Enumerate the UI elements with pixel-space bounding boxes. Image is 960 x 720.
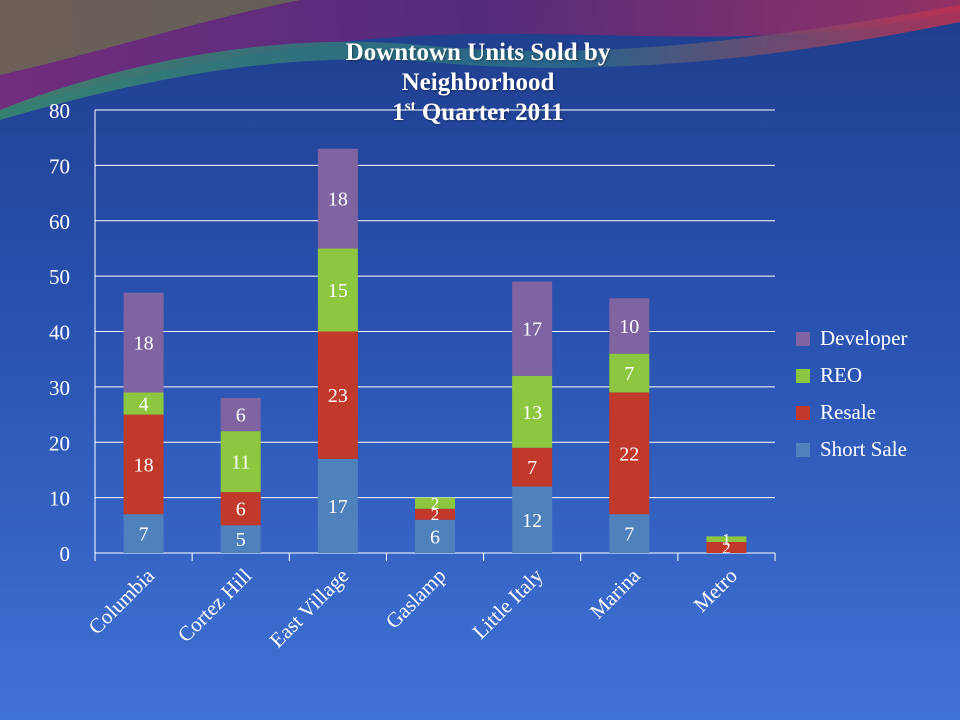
chart-legend: Developer REO Resale Short Sale bbox=[796, 320, 907, 468]
data-label: 23 bbox=[328, 385, 348, 407]
y-tick-label: 20 bbox=[49, 431, 70, 455]
data-label: 1 bbox=[722, 530, 731, 549]
data-label: 5 bbox=[236, 529, 246, 551]
bar-segment-reo bbox=[415, 497, 455, 509]
legend-label: Resale bbox=[820, 400, 876, 424]
y-tick-label: 80 bbox=[49, 99, 70, 123]
data-label: 18 bbox=[134, 454, 154, 476]
bar-segment-reo bbox=[220, 431, 261, 493]
y-axis-ticks: 0 10 20 30 40 50 60 70 80 bbox=[49, 99, 70, 566]
x-category-label: Metro bbox=[689, 564, 742, 617]
chart-title-line-3: 1st Quarter 2011 bbox=[300, 98, 656, 128]
legend-label: Short Sale bbox=[820, 437, 907, 461]
data-label: 12 bbox=[522, 510, 542, 532]
data-label: 4 bbox=[139, 393, 149, 415]
data-label: 18 bbox=[134, 333, 154, 355]
bar-segment-developer bbox=[609, 298, 650, 354]
data-label: 11 bbox=[231, 452, 250, 474]
y-tick-label: 30 bbox=[49, 376, 70, 400]
x-category-label: Cortez Hill bbox=[173, 563, 256, 646]
title-quarter-number: 1 bbox=[392, 99, 405, 126]
data-label: 6 bbox=[236, 405, 246, 427]
y-tick-label: 60 bbox=[49, 210, 70, 234]
legend-label: REO bbox=[820, 363, 862, 387]
data-label: 7 bbox=[624, 524, 634, 546]
bar-stacks bbox=[123, 148, 747, 553]
legend-label: Developer bbox=[820, 326, 908, 350]
bar-segment-reo bbox=[317, 248, 358, 332]
data-label: 2 bbox=[431, 494, 440, 513]
bar-segment-developer bbox=[123, 292, 164, 393]
bar-segment-resale bbox=[220, 492, 261, 526]
y-tick-label: 0 bbox=[60, 542, 71, 566]
data-label: 18 bbox=[328, 189, 348, 211]
bar-segment-developer bbox=[512, 281, 553, 376]
bar-segment-short-sale bbox=[512, 486, 553, 553]
bar-segment-resale bbox=[512, 447, 553, 487]
legend-item-resale: Resale bbox=[796, 394, 907, 431]
data-label: 15 bbox=[328, 280, 348, 302]
legend-swatch bbox=[796, 442, 810, 457]
bar-segment-short-sale bbox=[220, 525, 261, 553]
decorative-swoosh-banner bbox=[0, 0, 960, 120]
data-label: 22 bbox=[619, 443, 639, 465]
bar-segment-resale bbox=[706, 541, 747, 553]
x-category-label: East Village bbox=[265, 564, 354, 653]
legend-swatch bbox=[796, 331, 810, 346]
legend-item-developer: Developer bbox=[796, 320, 907, 357]
bar-segment-resale bbox=[415, 508, 455, 520]
x-category-label: Little Italy bbox=[468, 563, 548, 643]
data-label: 2 bbox=[431, 505, 440, 524]
bar-segment-reo bbox=[706, 536, 747, 542]
x-category-label: Columbia bbox=[84, 563, 160, 639]
y-tick-label: 50 bbox=[49, 265, 70, 289]
y-tick-label: 70 bbox=[49, 154, 70, 178]
bar-segment-reo bbox=[609, 353, 650, 393]
data-label: 17 bbox=[522, 319, 542, 341]
x-category-label: Gaslamp bbox=[381, 564, 451, 634]
bar-segment-reo bbox=[123, 392, 164, 415]
bar-segment-short-sale bbox=[317, 458, 358, 553]
data-label: 10 bbox=[619, 316, 639, 338]
bar-segment-resale bbox=[317, 331, 358, 459]
bar-segment-resale bbox=[609, 392, 650, 515]
data-label: 7 bbox=[624, 363, 634, 385]
bar-segment-short-sale bbox=[123, 514, 164, 553]
data-label: 13 bbox=[522, 402, 542, 424]
legend-item-short-sale: Short Sale bbox=[796, 431, 907, 468]
data-label: 7 bbox=[527, 457, 537, 479]
bar-segment-developer bbox=[317, 148, 358, 249]
chart-title: Downtown Units Sold by Neighborhood 1st … bbox=[300, 38, 656, 128]
legend-swatch bbox=[796, 368, 810, 383]
bar-segment-resale bbox=[123, 414, 164, 515]
title-quarter-ordinal: st bbox=[404, 98, 416, 115]
data-label: 2 bbox=[722, 538, 731, 557]
title-quarter-rest: Quarter 2011 bbox=[415, 99, 564, 126]
bar-segment-short-sale bbox=[609, 514, 650, 553]
chart-title-line-2: Neighborhood bbox=[401, 69, 555, 96]
bar-segment-reo bbox=[512, 375, 553, 448]
x-category-label: Marina bbox=[585, 563, 645, 623]
gridlines bbox=[94, 109, 776, 561]
legend-item-reo: REO bbox=[796, 357, 907, 394]
y-tick-label: 10 bbox=[49, 487, 70, 511]
x-axis-labels: Columbia Cortez Hill East Village Gaslamp Li… bbox=[84, 563, 742, 652]
data-label: 7 bbox=[139, 524, 149, 546]
data-label: 17 bbox=[328, 496, 348, 518]
bar-segment-developer bbox=[220, 397, 261, 432]
bar-segment-short-sale bbox=[415, 519, 455, 553]
data-label: 6 bbox=[430, 526, 440, 548]
data-label: 6 bbox=[236, 499, 246, 521]
y-tick-label: 40 bbox=[49, 321, 70, 345]
legend-swatch bbox=[796, 405, 810, 420]
chart-title-line-1: Downtown Units Sold by bbox=[345, 39, 611, 66]
